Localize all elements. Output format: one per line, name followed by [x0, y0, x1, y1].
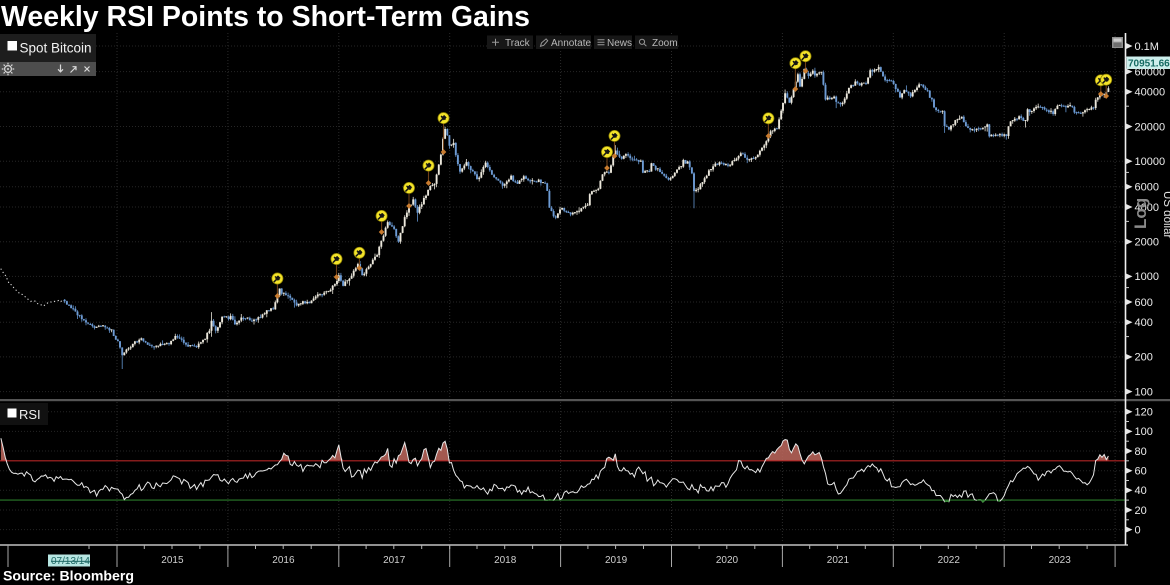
svg-text:2016: 2016 [272, 555, 295, 566]
svg-text:4000: 4000 [1135, 202, 1159, 214]
svg-text:0: 0 [1135, 524, 1141, 536]
svg-text:Track: Track [505, 38, 531, 49]
svg-text:2015: 2015 [161, 555, 184, 566]
svg-text:40000: 40000 [1135, 87, 1166, 99]
svg-text:2020: 2020 [716, 555, 739, 566]
svg-text:Spot Bitcoin: Spot Bitcoin [20, 41, 92, 56]
svg-text:Zoom: Zoom [652, 38, 678, 49]
svg-text:RSI: RSI [19, 407, 41, 422]
svg-text:News: News [607, 38, 632, 49]
svg-text:10000: 10000 [1135, 156, 1166, 168]
svg-text:2023: 2023 [1049, 555, 1072, 566]
svg-text:70951.66: 70951.66 [1128, 58, 1170, 69]
svg-text:US dollar: US dollar [1161, 191, 1170, 238]
svg-text:60: 60 [1135, 466, 1147, 478]
svg-text:100: 100 [1135, 386, 1153, 398]
svg-text:120: 120 [1135, 407, 1153, 419]
svg-text:2000: 2000 [1135, 237, 1159, 249]
svg-text:Source: Bloomberg: Source: Bloomberg [3, 568, 134, 584]
svg-text:100: 100 [1135, 426, 1153, 438]
svg-text:2019: 2019 [605, 555, 628, 566]
svg-text:2018: 2018 [494, 555, 517, 566]
svg-text:20000: 20000 [1135, 121, 1166, 133]
svg-text:20: 20 [1135, 505, 1147, 517]
svg-text:Weekly RSI Points to Short-Ter: Weekly RSI Points to Short-Term Gains [1, 1, 530, 33]
svg-text:Log: Log [1131, 198, 1150, 229]
svg-text:07/13/14: 07/13/14 [51, 556, 90, 567]
svg-text:40: 40 [1135, 485, 1147, 497]
svg-text:2017: 2017 [383, 555, 406, 566]
svg-text:1000: 1000 [1135, 271, 1159, 283]
svg-text:2022: 2022 [938, 555, 961, 566]
svg-text:200: 200 [1135, 352, 1153, 364]
svg-text:0.1M: 0.1M [1135, 41, 1159, 53]
svg-text:80: 80 [1135, 446, 1147, 458]
svg-text:60000: 60000 [1135, 66, 1166, 78]
svg-text:2021: 2021 [827, 555, 850, 566]
svg-text:6000: 6000 [1135, 182, 1159, 194]
svg-text:600: 600 [1135, 297, 1153, 309]
svg-text:Annotate: Annotate [551, 38, 591, 49]
svg-text:400: 400 [1135, 317, 1153, 329]
